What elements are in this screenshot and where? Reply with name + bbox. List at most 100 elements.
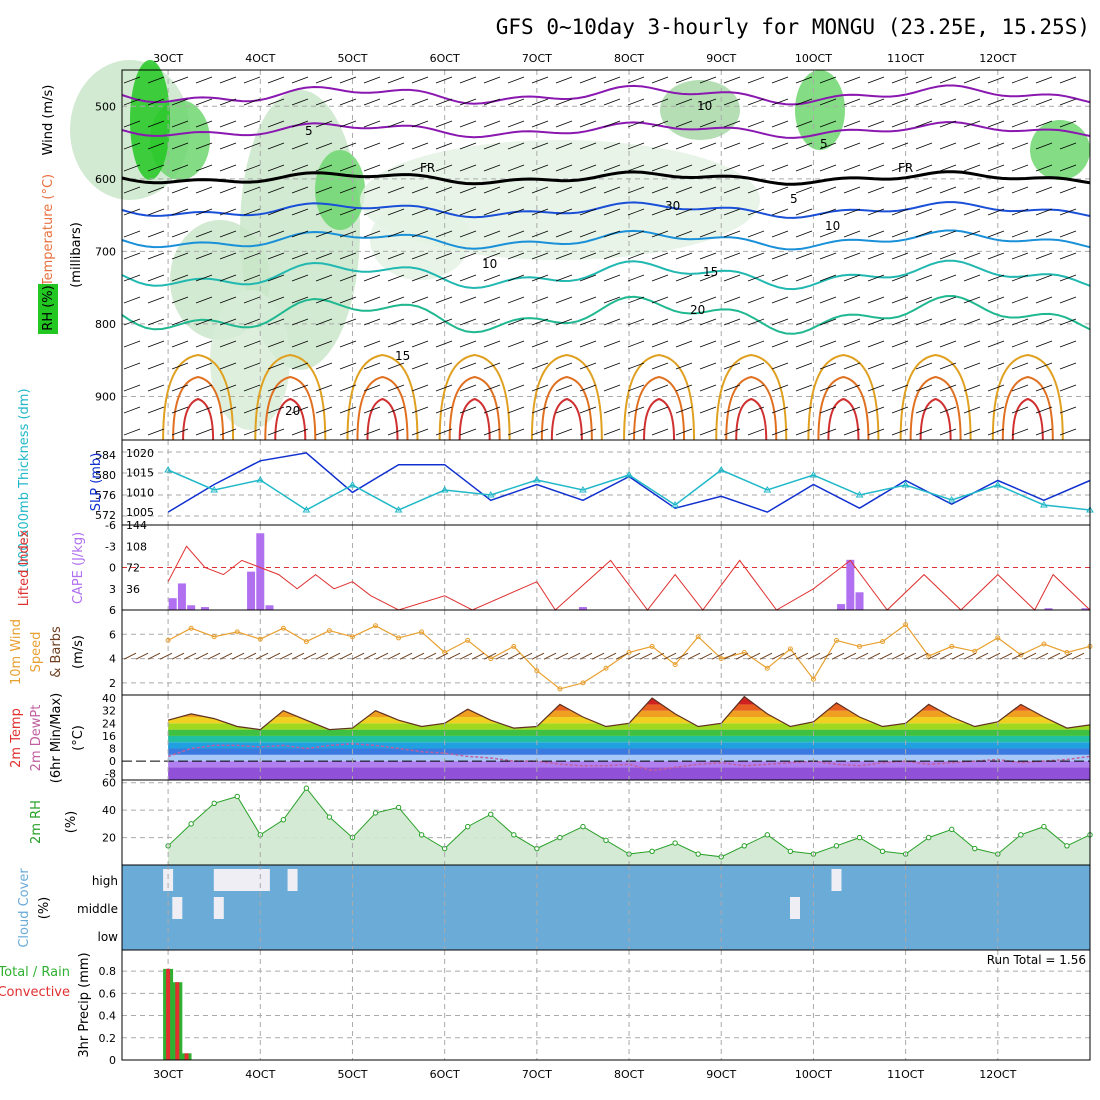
wind-barb (315, 98, 333, 106)
wind-barb (1011, 428, 1029, 436)
wind-barb (459, 318, 477, 326)
wind-barb (267, 652, 281, 660)
contour-label: 10 (482, 257, 497, 271)
wind-barb (603, 230, 621, 238)
wind-barb (147, 652, 161, 660)
temp2m-label: 2m Temp (9, 708, 24, 768)
wind-barb (159, 652, 173, 660)
wind-barb (939, 384, 957, 392)
wind-barb (555, 318, 573, 326)
wind-barb (771, 120, 789, 128)
wind-barb (555, 428, 573, 436)
wind-barb (1011, 186, 1029, 194)
wind-barb (819, 208, 837, 216)
wind-barb (579, 76, 597, 84)
wind-barb (483, 252, 501, 260)
wind-barb (195, 406, 213, 414)
cloud-cell (831, 869, 842, 891)
temp-unit-label: (°C) (71, 725, 86, 751)
wind-barb (1035, 186, 1053, 194)
wind-speed-marker (949, 643, 955, 649)
cloud-cell (223, 869, 234, 891)
wind-barb (699, 142, 717, 150)
wind-barb (123, 296, 141, 304)
wind-barb (915, 340, 933, 348)
wind-barb (699, 186, 717, 194)
wind-barb (723, 230, 741, 238)
wind-barb (651, 652, 665, 660)
wind-barb (915, 252, 933, 260)
wind-barb (411, 652, 425, 660)
wind-barb (915, 98, 933, 106)
wind-barb (147, 142, 165, 150)
wind-barb (147, 76, 165, 84)
thickness-marker (809, 471, 818, 478)
slp-thickness-panel: 584 580 576 572 1020 1015 1010 1005 (95, 439, 1094, 526)
wind-barb (267, 274, 285, 282)
wind-barb (687, 652, 701, 660)
wind-barb (747, 340, 765, 348)
wind-barb (387, 340, 405, 348)
wind-barb (171, 186, 189, 194)
wind-barb (915, 120, 933, 128)
wind-barb (411, 362, 429, 370)
wind-barb (387, 384, 405, 392)
thickness-tick: 584 (95, 449, 116, 462)
wind-barb (807, 652, 821, 660)
wind-barb (651, 230, 669, 238)
wind-barb (795, 98, 813, 106)
isotherm-lobe (633, 375, 686, 441)
rh-marker (303, 785, 310, 791)
li-tick: 6 (109, 604, 116, 617)
wind-barb (675, 406, 693, 414)
wind-barb (987, 230, 1005, 238)
wind-barb (735, 652, 749, 660)
cape-bar (837, 604, 846, 610)
wind-barb (939, 98, 957, 106)
wind-barb (315, 274, 333, 282)
wind-barb (387, 142, 405, 150)
wind-barb (963, 362, 981, 370)
wind-barb (603, 652, 617, 660)
wind-barb (963, 384, 981, 392)
wind-barb (339, 384, 357, 392)
wind-barb (195, 142, 213, 150)
wind-barb (1059, 164, 1077, 172)
wind-barb (123, 428, 141, 436)
wind-barb (171, 652, 185, 660)
wind-barb (915, 652, 929, 660)
wind-barb (747, 362, 765, 370)
wind-barb (507, 340, 525, 348)
wind-barb (723, 252, 741, 260)
isotherm-lobe (623, 353, 696, 441)
wind-barb (531, 406, 549, 414)
wind-barb (507, 318, 525, 326)
wind-barb (507, 428, 525, 436)
wind-barb (507, 230, 525, 238)
wind-barb (819, 652, 833, 660)
wind-barb (939, 120, 957, 128)
wind-barb (699, 384, 717, 392)
wind-barb (699, 318, 717, 326)
wind-barb (579, 340, 597, 348)
temp-band (168, 729, 1090, 736)
wind-barb (987, 340, 1005, 348)
isotherm-lobe (162, 353, 235, 441)
wind-barb (291, 296, 309, 304)
wind-barb (603, 76, 621, 84)
slp-label: SLP (mb) (89, 453, 104, 512)
wind-barb (171, 120, 189, 128)
wind-barb (435, 428, 453, 436)
wind-speed-marker (880, 639, 886, 645)
wind-barb (795, 406, 813, 414)
wind-barb (771, 384, 789, 392)
wind-barb (531, 652, 545, 660)
wind-barb (315, 428, 333, 436)
isotherm-line (121, 294, 1091, 335)
wind-barb (987, 384, 1005, 392)
isotherm-lobe (264, 375, 317, 441)
wind-barb (363, 652, 377, 660)
wind-barb (843, 186, 861, 194)
wind-barb (651, 252, 669, 260)
